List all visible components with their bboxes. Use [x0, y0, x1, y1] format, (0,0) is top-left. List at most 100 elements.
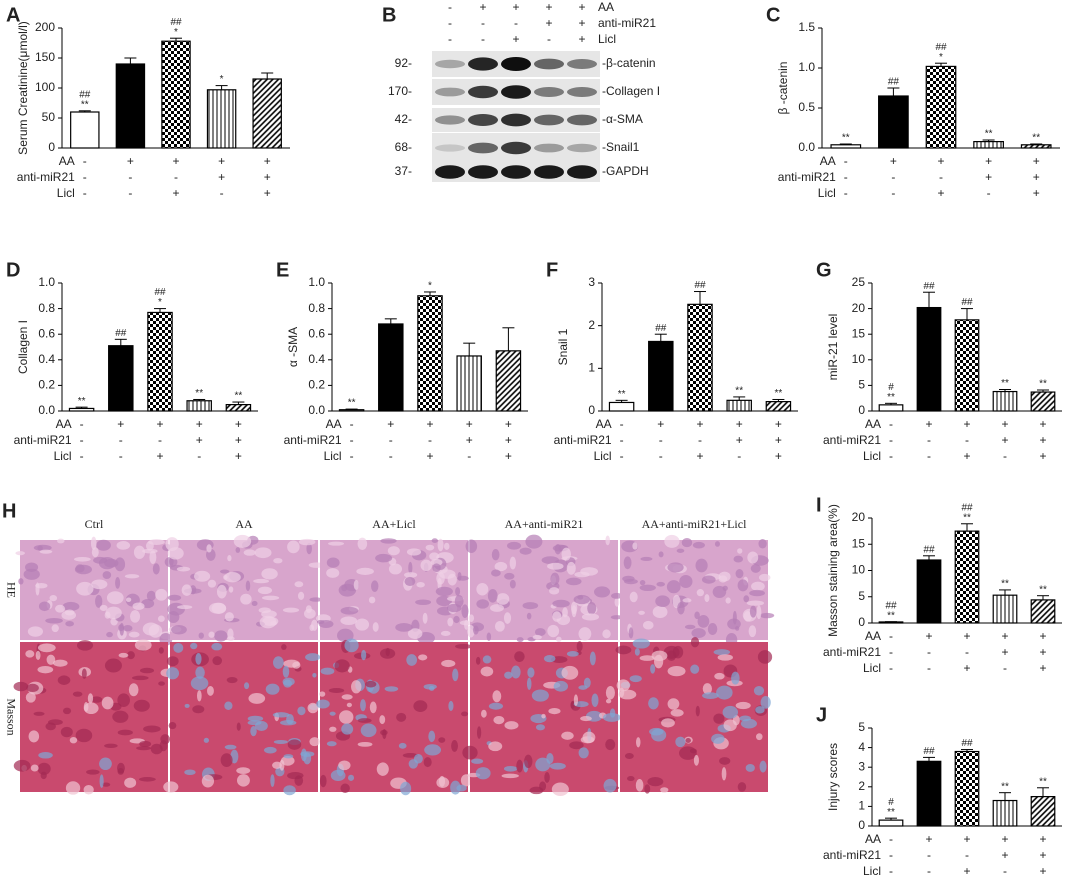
tissue-texture: [471, 758, 484, 764]
condition-mark: -: [350, 433, 354, 447]
tissue-texture: [83, 784, 94, 795]
tissue-texture: [605, 739, 616, 751]
tissue-texture: [531, 689, 549, 702]
tissue-texture: [629, 591, 638, 603]
y-tick-label: 0: [48, 140, 55, 154]
condition-mark: +: [172, 154, 179, 168]
blot-band: [567, 59, 597, 69]
bar: [186, 400, 212, 412]
significance-mark: **: [1001, 579, 1009, 590]
significance-mark: **: [81, 99, 89, 110]
tissue-texture: [623, 556, 632, 570]
tissue-texture: [491, 569, 501, 577]
tissue-texture: [307, 702, 319, 714]
tissue-texture: [467, 624, 475, 638]
condition-mark: -: [889, 864, 893, 878]
bar: [992, 799, 1018, 827]
blot-band: [435, 59, 465, 69]
tissue-texture: [117, 729, 133, 736]
tissue-texture: [57, 538, 65, 544]
tissue-texture: [554, 543, 562, 555]
tissue-texture: [380, 729, 388, 736]
condition-mark: -: [1003, 449, 1007, 463]
tissue-texture: [682, 598, 692, 603]
tissue-texture: [644, 784, 651, 794]
tissue-texture: [236, 722, 241, 731]
bar: [1030, 599, 1056, 624]
tissue-texture: [248, 692, 266, 704]
condition-mark: -: [927, 433, 931, 447]
condition-mark: -: [158, 433, 162, 447]
tissue-texture: [49, 594, 58, 602]
tissue-texture: [96, 539, 111, 551]
significance-mark: **: [735, 386, 743, 397]
condition-name: AA: [56, 417, 72, 431]
tissue-texture: [376, 762, 389, 776]
significance-mark: *: [158, 297, 162, 308]
tissue-texture: [207, 579, 217, 588]
tissue-texture: [737, 548, 743, 554]
tissue-texture: [270, 774, 275, 787]
tissue-texture: [428, 685, 435, 691]
significance-mark: **: [842, 133, 850, 144]
tissue-texture: [468, 614, 475, 623]
tissue-texture: [160, 734, 171, 745]
tissue-texture: [504, 721, 519, 730]
tissue-texture: [664, 534, 680, 548]
condition-mark: +: [696, 417, 703, 431]
condition-mark: -: [128, 186, 132, 200]
tissue-texture: [639, 655, 655, 661]
tissue-texture: [328, 541, 345, 546]
tissue-texture: [422, 612, 428, 624]
tissue-texture: [569, 741, 584, 750]
condition-mark: -: [844, 186, 848, 200]
condition-mark: +: [426, 417, 433, 431]
tissue-texture: [475, 656, 481, 665]
bar: [878, 404, 904, 412]
y-tick-label: 50: [42, 110, 56, 124]
tissue-texture: [509, 579, 516, 589]
condition-mark: +: [963, 629, 970, 643]
tissue-texture: [196, 690, 202, 702]
tissue-texture: [573, 694, 579, 706]
panel-letter: B: [382, 4, 396, 26]
tissue-texture: [136, 746, 152, 751]
condition-name: anti-miR21: [598, 16, 656, 30]
blot-band: [501, 141, 531, 155]
tissue-texture: [329, 711, 336, 716]
tissue-texture: [55, 604, 66, 613]
tissue-texture: [326, 568, 340, 578]
condition-mark: -: [514, 16, 518, 30]
bar: [954, 750, 980, 827]
tissue-texture: [203, 737, 210, 743]
tissue-texture: [150, 743, 163, 755]
tissue-texture: [292, 661, 301, 669]
bar: [687, 303, 713, 412]
tissue-texture: [404, 576, 416, 586]
panel-letter: F: [546, 259, 558, 281]
tissue-texture: [365, 680, 377, 688]
tissue-texture: [76, 640, 94, 651]
condition-name: anti-miR21: [778, 170, 836, 184]
condition-mark: -: [83, 154, 87, 168]
tissue-texture: [219, 569, 230, 574]
tissue-texture: [480, 666, 494, 677]
significance-mark: *: [428, 281, 432, 292]
tissue-texture: [228, 586, 234, 593]
bar: [1020, 144, 1052, 149]
tissue-texture: [38, 601, 51, 612]
condition-mark: +: [937, 186, 944, 200]
tissue-texture: [57, 675, 71, 685]
condition-mark: -: [844, 154, 848, 168]
condition-mark: +: [1039, 832, 1046, 846]
tissue-texture: [60, 726, 73, 738]
tissue-texture: [413, 700, 428, 712]
tissue-texture: [37, 643, 56, 653]
tissue-texture: [614, 597, 620, 607]
condition-mark: -: [987, 186, 991, 200]
band-label: -GAPDH: [602, 164, 649, 178]
tissue-texture: [438, 775, 446, 787]
tissue-texture: [461, 604, 469, 618]
tissue-texture: [148, 539, 165, 546]
tissue-texture: [406, 548, 422, 556]
